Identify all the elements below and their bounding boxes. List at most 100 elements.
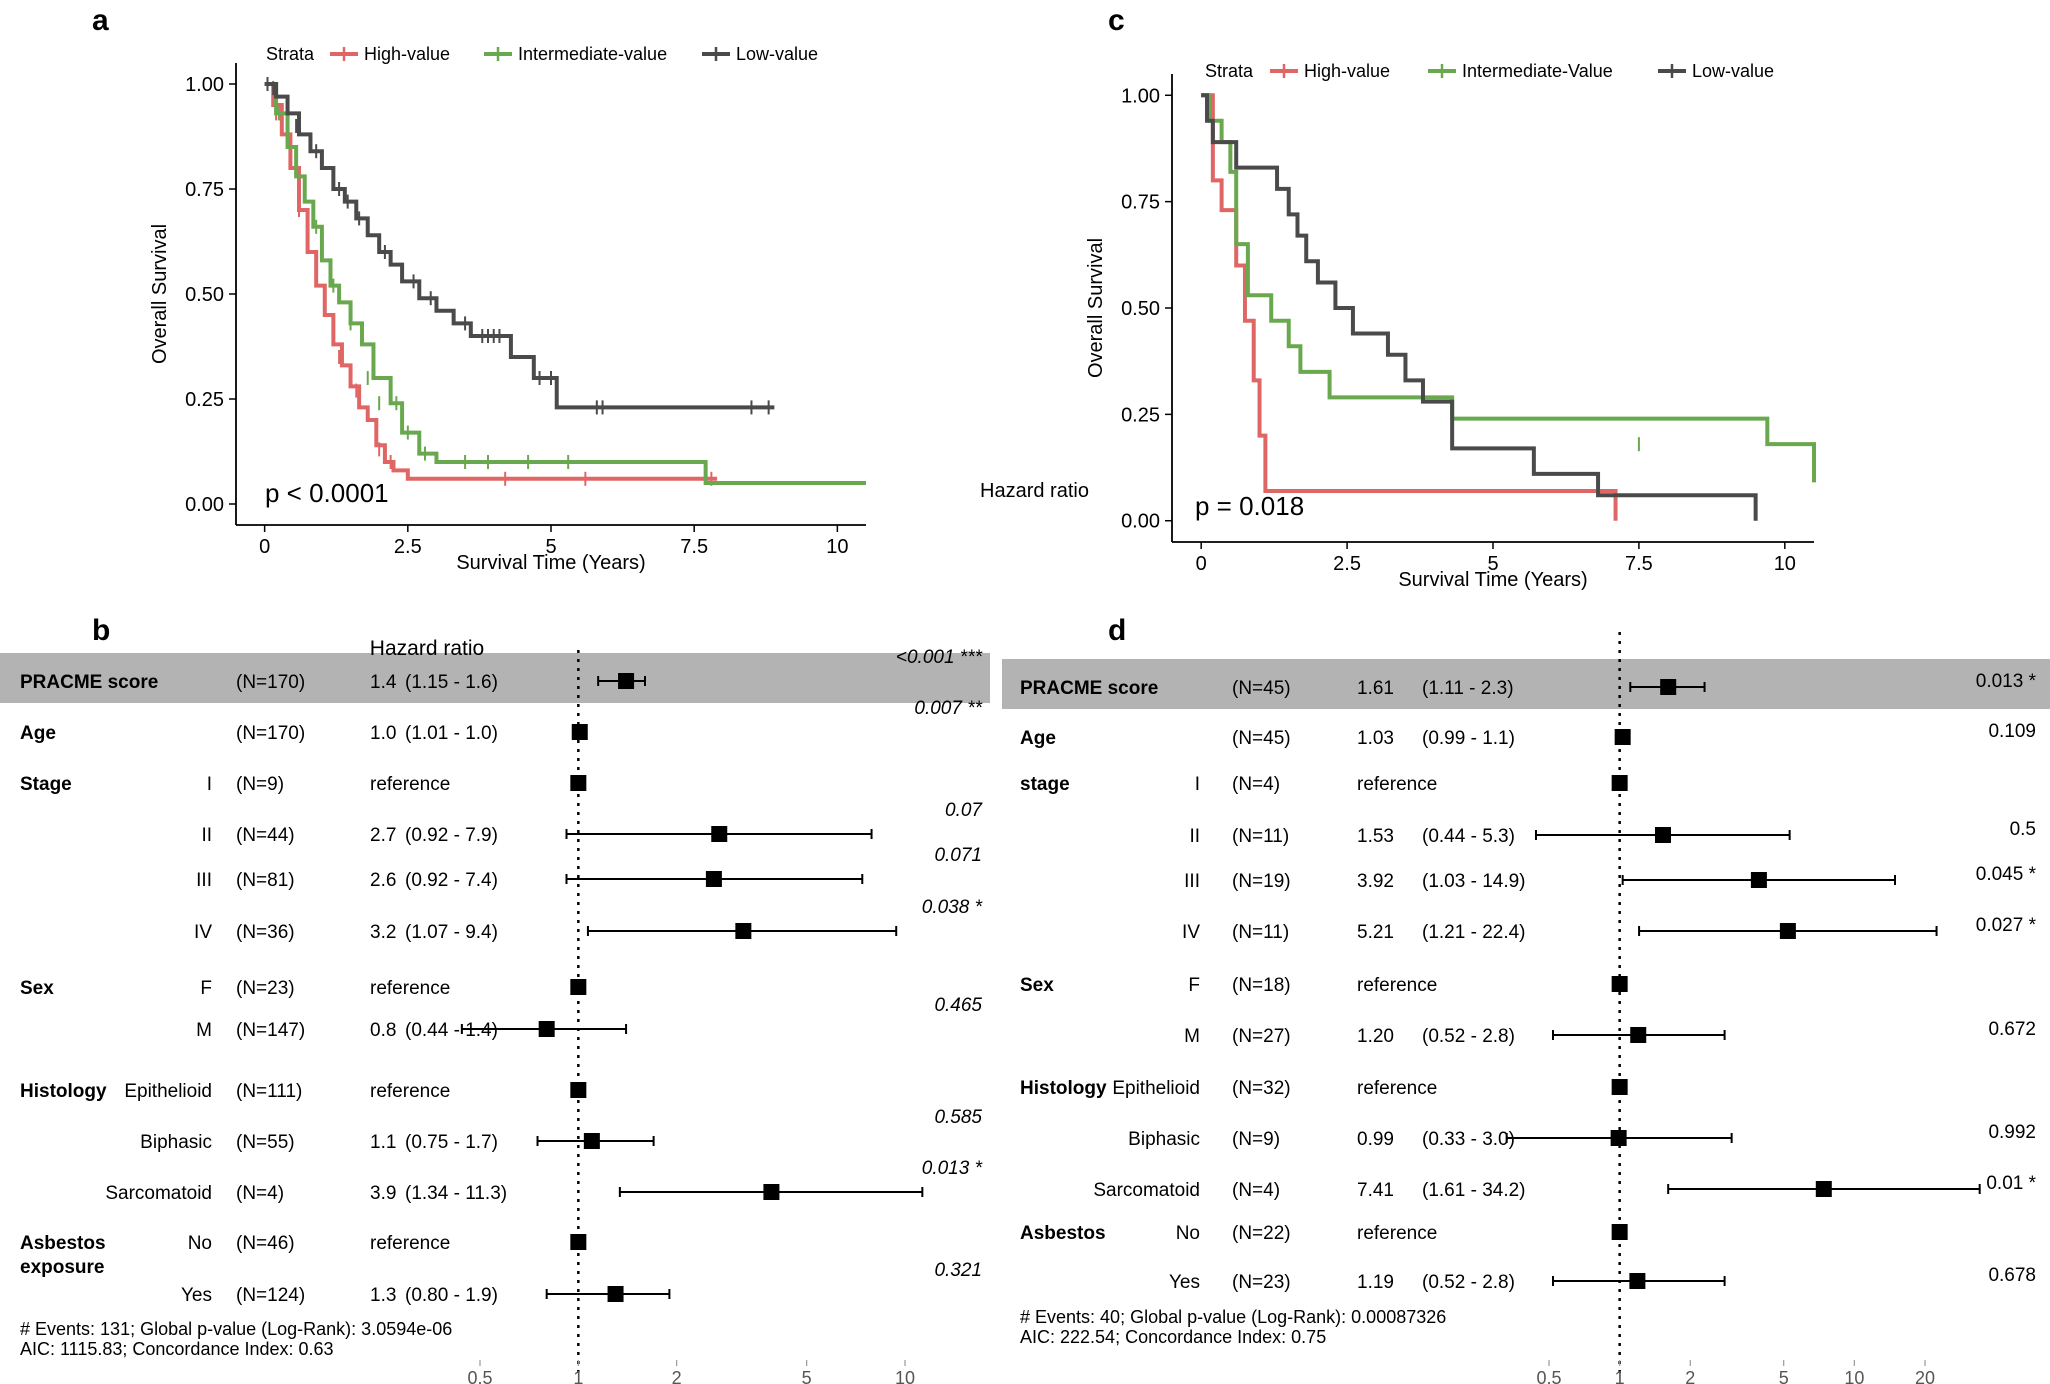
- ci-label: (1.01 - 1.0): [405, 723, 498, 744]
- level-label: No: [1176, 1223, 1200, 1244]
- n-label: (N=9): [1232, 1129, 1280, 1150]
- p-value-label: 0.013 *: [1976, 671, 2037, 692]
- y-tick-label: 0.50: [185, 284, 224, 306]
- x-tick-label: 2.5: [1333, 553, 1361, 575]
- y-tick-label: 0.25: [185, 389, 224, 411]
- x-tick-label: 7.5: [680, 536, 708, 558]
- estimate-point: [1750, 872, 1767, 888]
- estimate-label: 1.0: [370, 723, 396, 744]
- level-label: F: [200, 978, 212, 999]
- n-label: (N=36): [236, 922, 295, 943]
- ci-label: (0.75 - 1.7): [405, 1132, 498, 1153]
- estimate-point: [1611, 1224, 1628, 1240]
- estimate-point: [1815, 1181, 1832, 1197]
- ci-label: (0.44 - 1.4): [405, 1020, 498, 1041]
- level-label: M: [1184, 1026, 1200, 1047]
- n-label: (N=45): [1232, 728, 1291, 749]
- x-tick-label: 2: [1685, 1368, 1695, 1384]
- p-value-label: 0.585: [934, 1107, 982, 1128]
- p-value-label: 0.01 *: [1986, 1173, 2036, 1194]
- estimate-label: reference: [1357, 774, 1437, 795]
- p-value-label: 0.027 *: [1976, 915, 2037, 936]
- variable-label: Sex: [1020, 975, 1054, 996]
- n-label: (N=23): [1232, 1272, 1291, 1293]
- y-tick-label: 0.25: [1121, 404, 1160, 426]
- highlight-band: [1002, 659, 2050, 709]
- estimate-point: [570, 1082, 587, 1098]
- estimate-point: [571, 724, 588, 740]
- n-label: (N=46): [236, 1233, 295, 1254]
- ci-label: (1.61 - 34.2): [1422, 1180, 1526, 1201]
- p-value-label: 0.071: [934, 845, 982, 866]
- ci-label: (0.92 - 7.4): [405, 870, 498, 891]
- estimate-label: reference: [1357, 1078, 1437, 1099]
- p-value-label: 0.465: [934, 995, 982, 1016]
- ci-label: (0.52 - 2.8): [1422, 1272, 1515, 1293]
- variable-label: PRACME score: [1020, 678, 1158, 699]
- x-axis-title: Survival Time (Years): [456, 552, 645, 574]
- p-value-label: 0.672: [1988, 1019, 2036, 1040]
- x-axis-title: Survival Time (Years): [1398, 569, 1587, 591]
- p-value-label: 0.013 *: [922, 1158, 983, 1179]
- n-label: (N=11): [1232, 922, 1289, 943]
- n-label: (N=22): [1232, 1223, 1291, 1244]
- estimate-label: 1.53: [1357, 826, 1394, 847]
- estimate-label: 3.92: [1357, 871, 1394, 892]
- estimate-label: 1.1: [370, 1132, 396, 1153]
- estimate-point: [1610, 1130, 1627, 1146]
- n-label: (N=45): [1232, 678, 1291, 699]
- estimate-point: [570, 1234, 587, 1250]
- legend-label: High-value: [364, 44, 450, 64]
- ci-label: (1.21 - 22.4): [1422, 922, 1526, 943]
- variable-label: PRACME score: [20, 672, 158, 693]
- level-label: Yes: [181, 1285, 212, 1306]
- estimate-point: [705, 871, 722, 887]
- km-curve-intermediate-value: [1201, 93, 1816, 483]
- n-label: (N=124): [236, 1285, 305, 1306]
- p-value-label: p < 0.0001: [265, 478, 389, 508]
- x-tick-label: 20: [1915, 1368, 1935, 1384]
- panel-label-c: c: [1108, 4, 1125, 37]
- variable-label: Age: [20, 723, 56, 744]
- variable-label: Stage: [20, 774, 72, 795]
- x-tick-label: 10: [895, 1368, 915, 1384]
- p-value-label: 0.321: [934, 1260, 982, 1281]
- n-label: (N=4): [1232, 1180, 1280, 1201]
- y-tick-label: 1.00: [1121, 85, 1160, 107]
- variable-label: stage: [1020, 774, 1070, 795]
- p-value-label: 0.992: [1988, 1122, 2036, 1143]
- km-curve-intermediate-value: [264, 82, 866, 485]
- p-value-label: 0.07: [945, 800, 983, 821]
- footer-events: # Events: 131; Global p-value (Log-Rank)…: [20, 1319, 452, 1339]
- ci-label: (0.52 - 2.8): [1422, 1026, 1515, 1047]
- estimate-label: 5.21: [1357, 922, 1394, 943]
- estimate-label: 2.6: [370, 870, 396, 891]
- p-value-label: 0.109: [1988, 721, 2036, 742]
- x-tick-label: 0.5: [467, 1368, 492, 1384]
- stray-hazard-ratio-label: Hazard ratio: [980, 480, 1089, 502]
- estimate-label: 3.2: [370, 922, 396, 943]
- level-label: II: [201, 825, 212, 846]
- legend-title: Strata: [1205, 61, 1254, 81]
- estimate-point: [1779, 923, 1796, 939]
- legend-label: Intermediate-value: [518, 44, 667, 64]
- x-tick-label: 1: [573, 1368, 583, 1384]
- km-curve-low-value: [1201, 93, 1758, 521]
- x-tick-label: 10: [1844, 1368, 1864, 1384]
- n-label: (N=55): [236, 1132, 295, 1153]
- estimate-point: [570, 979, 587, 995]
- variable-label: Sex: [20, 978, 54, 999]
- estimate-point: [1611, 1079, 1628, 1095]
- estimate-point: [1614, 729, 1631, 745]
- ci-label: (1.15 - 1.6): [405, 672, 498, 693]
- estimate-label: 0.99: [1357, 1129, 1394, 1150]
- estimate-point: [1611, 775, 1628, 791]
- legend-label: Low-value: [736, 44, 818, 64]
- estimate-point: [570, 775, 587, 791]
- n-label: (N=19): [1232, 871, 1291, 892]
- legend-label: High-value: [1304, 61, 1390, 81]
- estimate-label: 1.3: [370, 1285, 396, 1306]
- ci-label: (1.34 - 11.3): [405, 1183, 507, 1204]
- km-curve-high-value: [1201, 93, 1618, 521]
